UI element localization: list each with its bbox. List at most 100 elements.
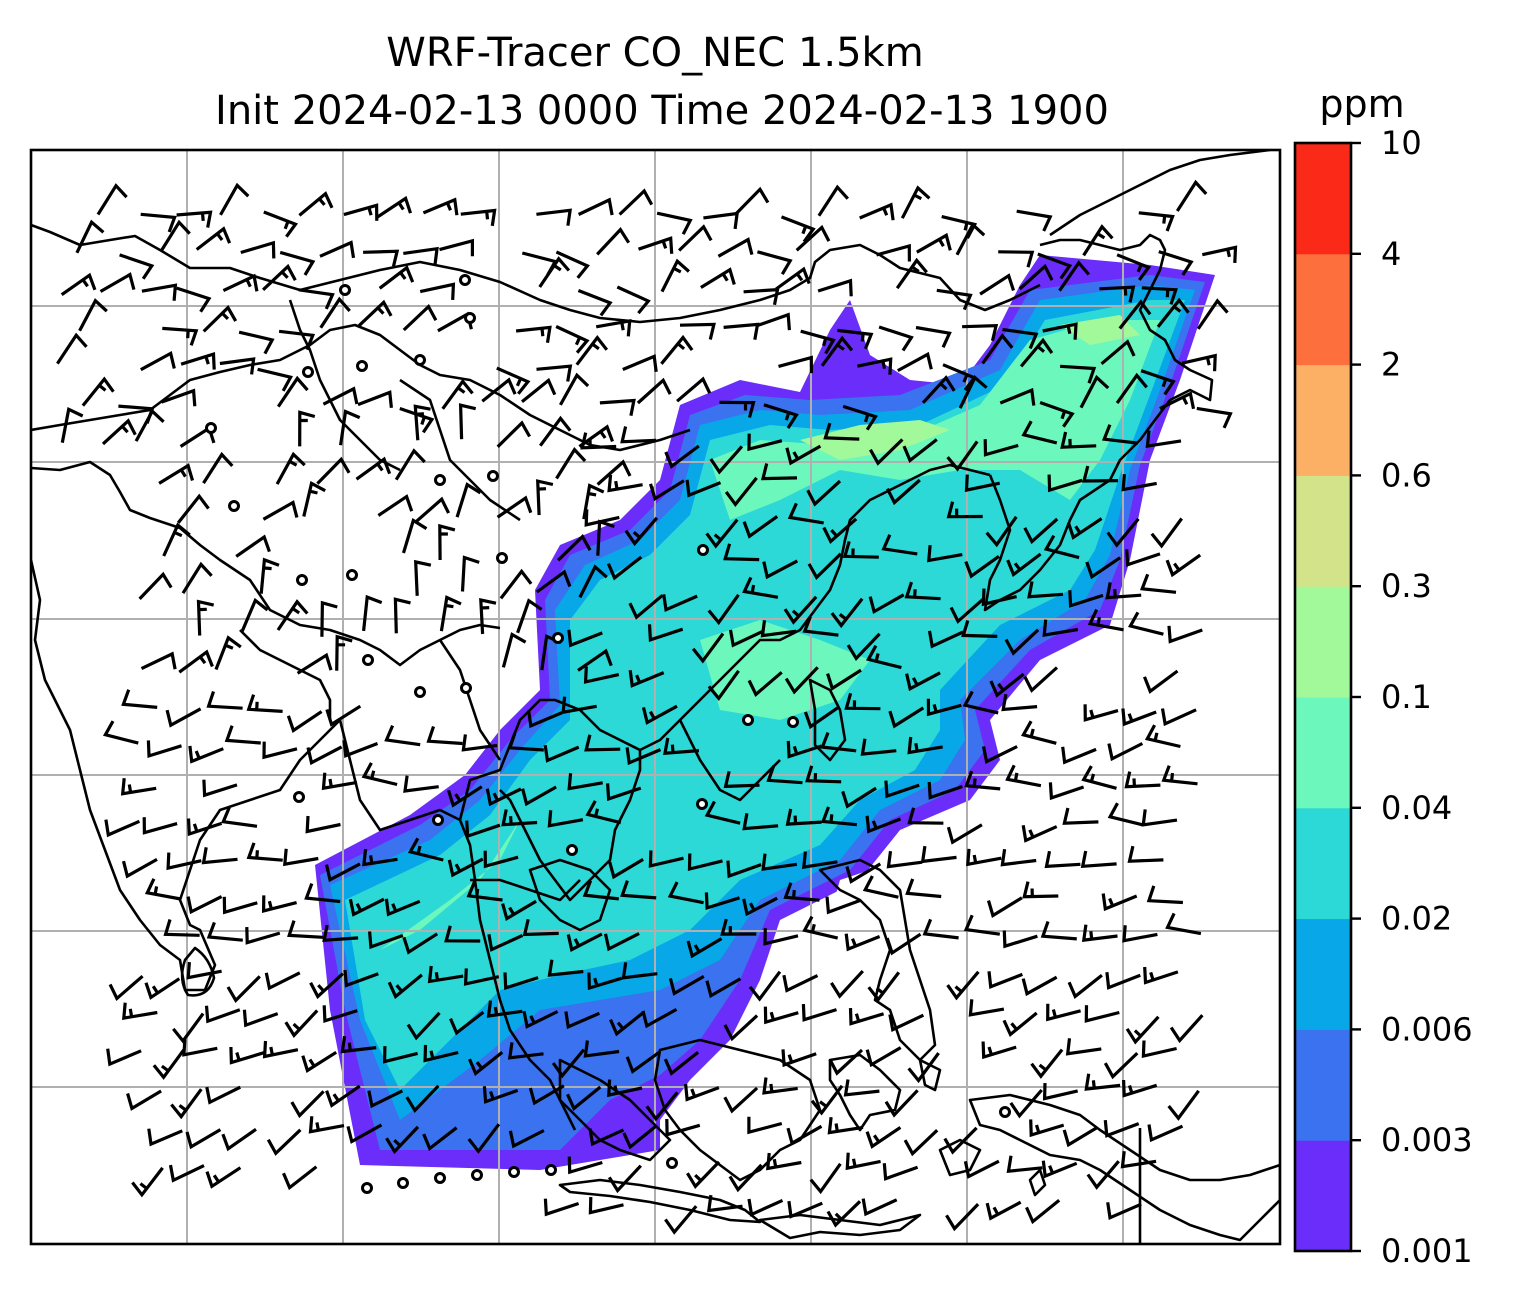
wind-barb: [885, 478, 921, 506]
wind-barb: [551, 1048, 586, 1079]
wind-barb: [1018, 263, 1054, 291]
wind-barb: [566, 932, 603, 952]
wind-barb: [305, 815, 341, 834]
wind-barb: [279, 250, 316, 276]
wind-barb: [763, 1006, 799, 1025]
wind-barb: [1196, 406, 1233, 429]
wind-barb: [180, 351, 216, 370]
wind-barb: [869, 438, 904, 466]
wind-barb: [664, 1205, 698, 1235]
wind-barb: [888, 706, 925, 729]
wind-barb: [662, 594, 698, 612]
wind-barb: [902, 438, 938, 463]
wind-barb: [441, 378, 474, 410]
wind-barb: [108, 974, 144, 1001]
wind-barb: [801, 851, 838, 870]
wind-barb: [1048, 782, 1085, 801]
wind-barb: [543, 744, 580, 763]
wind-barb: [763, 928, 799, 946]
wind-barb: [496, 366, 531, 395]
wind-barb: [1146, 885, 1183, 905]
wind-barb: [325, 704, 362, 727]
wind-barb: [845, 1152, 881, 1171]
wind-barb: [522, 1010, 559, 1029]
wind-barb: [415, 496, 451, 523]
wind-barb: [262, 741, 298, 760]
wind-barb: [1122, 1079, 1158, 1098]
wind-barb: [368, 931, 404, 950]
wind-barb: [1002, 1011, 1038, 1038]
wind-barb: [1066, 517, 1103, 540]
calm-wind-marker: [487, 470, 499, 482]
wind-barb: [342, 740, 379, 758]
wind-barb: [1002, 327, 1039, 350]
wind-barb: [1004, 628, 1040, 656]
wind-barb: [527, 710, 563, 729]
wind-barb: [168, 1164, 205, 1183]
wind-barb: [245, 927, 281, 945]
wind-barb: [186, 895, 223, 915]
wind-barb: [599, 398, 636, 417]
wind-barb: [882, 1163, 919, 1181]
wind-barb: [903, 1129, 939, 1157]
wind-barb: [1009, 1088, 1043, 1119]
wind-barb: [449, 1010, 485, 1036]
wind-barb: [547, 959, 584, 977]
wind-barb: [1083, 704, 1119, 722]
wind-barb: [582, 880, 619, 901]
wind-barb: [439, 595, 462, 632]
wind-barb: [503, 972, 539, 991]
wind-barb: [583, 1040, 620, 1058]
wind-barb: [120, 778, 157, 796]
calm-wind-marker: [496, 552, 508, 564]
wind-barb: [426, 725, 463, 746]
wind-barb: [405, 1084, 440, 1114]
wind-barb: [1124, 771, 1161, 789]
wind-barb: [707, 669, 740, 702]
wind-barb: [723, 543, 760, 562]
wind-barb: [377, 494, 414, 517]
field-peak: [800, 315, 1140, 460]
wind-barb: [240, 597, 269, 633]
wind-barb: [507, 732, 544, 752]
wind-barb: [284, 1009, 319, 1039]
wind-barb: [865, 1046, 902, 1068]
wind-barb: [664, 444, 700, 469]
wind-barb: [986, 896, 1023, 918]
wind-barb: [413, 404, 431, 441]
wind-barb: [355, 456, 392, 481]
wind-barb: [460, 208, 497, 227]
wind-barb: [144, 878, 181, 901]
wind-barb: [176, 493, 210, 524]
wind-barb: [760, 620, 797, 638]
wind-barb: [946, 970, 980, 1001]
wind-barb: [264, 971, 301, 991]
wind-barb: [160, 388, 197, 407]
wind-barb: [363, 249, 400, 267]
wind-barb: [625, 1050, 662, 1074]
wind-barb: [455, 482, 482, 518]
wind-barb: [728, 1163, 763, 1193]
wind-barb: [981, 333, 1014, 365]
wind-barb: [357, 390, 393, 408]
wind-barb: [1106, 1202, 1142, 1220]
wind-barb: [235, 534, 271, 558]
wind-barb: [921, 375, 956, 404]
wind-barb: [823, 422, 860, 441]
calm-wind-marker: [346, 569, 358, 581]
wind-barb: [706, 1194, 743, 1213]
wind-barb: [862, 875, 899, 899]
colorbar: 10 4 2 0.6 0.3 0.1 0.04 0.02 0.006 0.003 0.001 ppm: [1293, 82, 1473, 1270]
wind-barb: [163, 919, 200, 937]
wind-barb: [645, 1091, 679, 1122]
calm-wind-marker: [666, 1157, 678, 1169]
wind-barb: [1103, 1051, 1139, 1080]
wind-barb: [206, 690, 243, 710]
calm-wind-marker: [508, 1166, 520, 1178]
wind-barb: [507, 1042, 544, 1060]
wind-barb: [306, 745, 343, 766]
wind-barb: [302, 481, 326, 517]
wind-barb: [555, 446, 587, 480]
wind-barb: [181, 561, 213, 595]
wind-barb: [885, 932, 922, 956]
